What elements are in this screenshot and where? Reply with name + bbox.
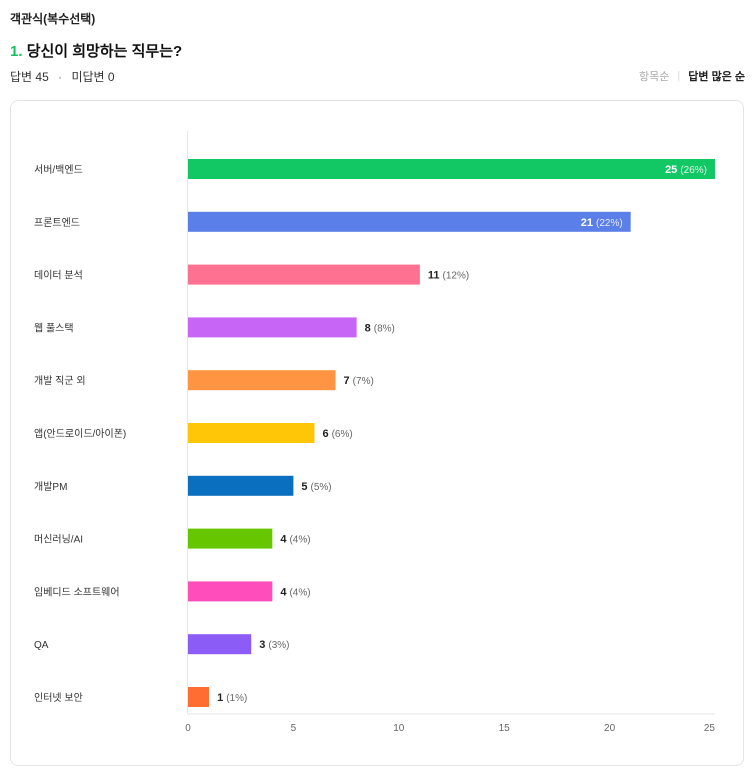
x-tick-15: 15	[499, 723, 511, 734]
category-9-value-label: 3 (3%)	[259, 639, 289, 651]
category-5-value-label: 6 (6%)	[322, 428, 352, 440]
category-3-bar	[188, 317, 357, 338]
category-6-label: 개발PM	[34, 481, 67, 493]
answered-count: 답변 45	[10, 70, 49, 84]
question-title: 1. 당신이 희망하는 직무는?	[10, 40, 182, 61]
bar-chart: 서버/백엔드 25 (26%) 프론트엔드 21 (22%) 데이터 분석 11 (12%) 웹 …	[34, 131, 716, 734]
category-0-label: 서버/백엔드	[34, 164, 83, 176]
category-2-value-label: 11 (12%)	[428, 270, 469, 282]
category-7-value-label: 4 (4%)	[280, 534, 310, 546]
category-3-label: 웹 풀스택	[34, 322, 74, 334]
category-7-label: 머신러닝/AI	[34, 534, 83, 546]
category-6-value-label: 5 (5%)	[301, 481, 331, 493]
sort-toggle: 항목순 | 답변 많은 순	[639, 68, 745, 84]
category-6-bar	[188, 475, 294, 496]
category-5-label: 앱(안드로이드/아이폰)	[34, 428, 126, 440]
category-4-value-label: 7 (7%)	[344, 375, 374, 387]
chart-card: 서버/백엔드 25 (26%) 프론트엔드 21 (22%) 데이터 분석 11 (12%) 웹 …	[10, 100, 744, 766]
category-4-label: 개발 직군 외	[34, 375, 86, 387]
category-8-label: 임베디드 소프트웨어	[34, 585, 120, 598]
category-8-bar	[188, 581, 273, 602]
question-type: 객관식(복수선택)	[10, 12, 96, 26]
category-4-bar	[188, 370, 336, 391]
sort-divider: |	[677, 70, 681, 82]
category-9-bar	[188, 634, 252, 655]
category-3-value-label: 8 (8%)	[365, 322, 395, 334]
category-10-bar	[188, 687, 210, 707]
x-tick-5: 5	[291, 723, 297, 734]
category-0-value-label: 25 (26%)	[665, 164, 707, 176]
x-tick-10: 10	[393, 723, 405, 734]
question-text: 당신이 희망하는 직무는?	[26, 43, 183, 60]
x-tick-0: 0	[185, 723, 191, 734]
category-5-bar	[188, 423, 315, 443]
sort-option-most-answers[interactable]: 답변 많은 순	[688, 71, 745, 83]
category-9-label: QA	[34, 640, 49, 651]
category-2-bar	[188, 264, 420, 285]
category-1-label: 프론트엔드	[34, 217, 80, 229]
sort-option-item-order[interactable]: 항목순	[639, 71, 670, 83]
x-tick-20: 20	[604, 723, 616, 734]
unanswered-count: 미답변 0	[71, 70, 115, 84]
response-stats: 답변 45 · 미답변 0	[10, 68, 115, 85]
category-8-value-label: 4 (4%)	[280, 586, 310, 598]
question-number: 1.	[10, 43, 23, 60]
category-10-value-label: 1 (1%)	[217, 692, 247, 704]
category-0-bar	[188, 159, 715, 179]
category-7-bar	[188, 528, 273, 549]
stats-separator: ·	[58, 70, 63, 84]
category-10-label: 인터넷 보안	[34, 692, 83, 704]
category-1-bar	[188, 211, 631, 232]
category-1-value-label: 21 (22%)	[581, 217, 623, 229]
x-tick-25: 25	[704, 723, 716, 734]
category-2-label: 데이터 분석	[34, 270, 83, 282]
